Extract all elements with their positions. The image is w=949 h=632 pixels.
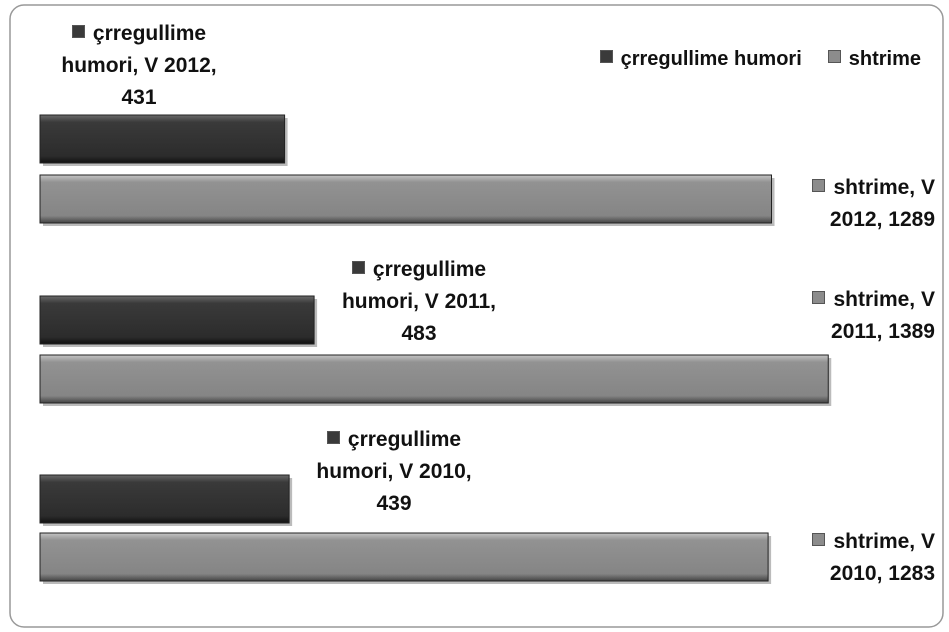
label-text: shtrime, V 2011, 1389 [831,288,935,343]
data-label: çrregullime humori, V 2010, 439 [313,424,475,520]
label-marker [812,291,826,304]
label-text: çrregullime humori, V 2010, 439 [316,428,472,515]
label-marker [351,261,365,274]
data-label: shtrime, V 2012, 1289 [773,172,935,236]
bar [39,295,315,345]
data-label: çrregullime humori, V 2012, 431 [58,18,220,114]
bar [39,532,769,582]
legend-text: shtrime [848,48,921,70]
bar [39,114,286,164]
data-label: shtrime, V 2011, 1389 [773,284,935,348]
label-text: shtrime, V 2012, 1289 [829,176,935,231]
label-text: shtrime, V 2010, 1283 [829,530,935,585]
label-marker [71,25,85,38]
bar [39,174,773,224]
label-text: çrregullime humori, V 2012, 431 [61,22,217,109]
legend-text: çrregullime humori [620,48,802,70]
label-marker [812,179,826,192]
data-label: çrregullime humori, V 2011, 483 [338,254,500,350]
legend-item: çrregullime humori [599,48,802,71]
legend-marker [599,50,613,63]
legend-marker [827,50,841,63]
bar [39,474,290,524]
label-text: çrregullime humori, V 2011, 483 [341,258,497,345]
label-marker [812,533,826,546]
label-marker [326,431,340,444]
legend: çrregullime humori shtrime [599,48,921,71]
legend-item: shtrime [827,48,921,71]
data-label: shtrime, V 2010, 1283 [773,526,935,590]
bar [39,354,829,404]
